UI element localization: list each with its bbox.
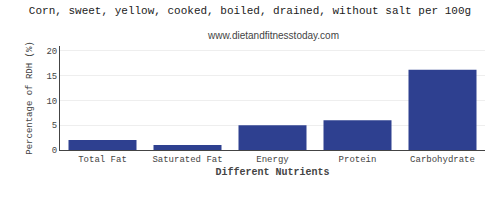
svg-text:10: 10 [46, 97, 57, 107]
svg-text:Corn, sweet, yellow, cooked, b: Corn, sweet, yellow, cooked, boiled, dra… [29, 5, 471, 17]
svg-text:Carbohydrate: Carbohydrate [410, 155, 475, 165]
svg-text:Different Nutrients: Different Nutrients [215, 167, 329, 178]
svg-text:20: 20 [46, 47, 57, 57]
svg-text:Energy: Energy [256, 155, 289, 165]
svg-text:Percentage of RDH (%): Percentage of RDH (%) [25, 41, 35, 154]
svg-text:0: 0 [52, 146, 57, 156]
svg-text:Protein: Protein [339, 155, 377, 165]
svg-text:www.dietandfitnesstoday.com: www.dietandfitnesstoday.com [207, 30, 339, 41]
svg-text:Total Fat: Total Fat [78, 155, 127, 165]
svg-text:15: 15 [46, 72, 57, 82]
svg-text:Saturated Fat: Saturated Fat [152, 155, 222, 165]
svg-text:5: 5 [52, 121, 57, 131]
